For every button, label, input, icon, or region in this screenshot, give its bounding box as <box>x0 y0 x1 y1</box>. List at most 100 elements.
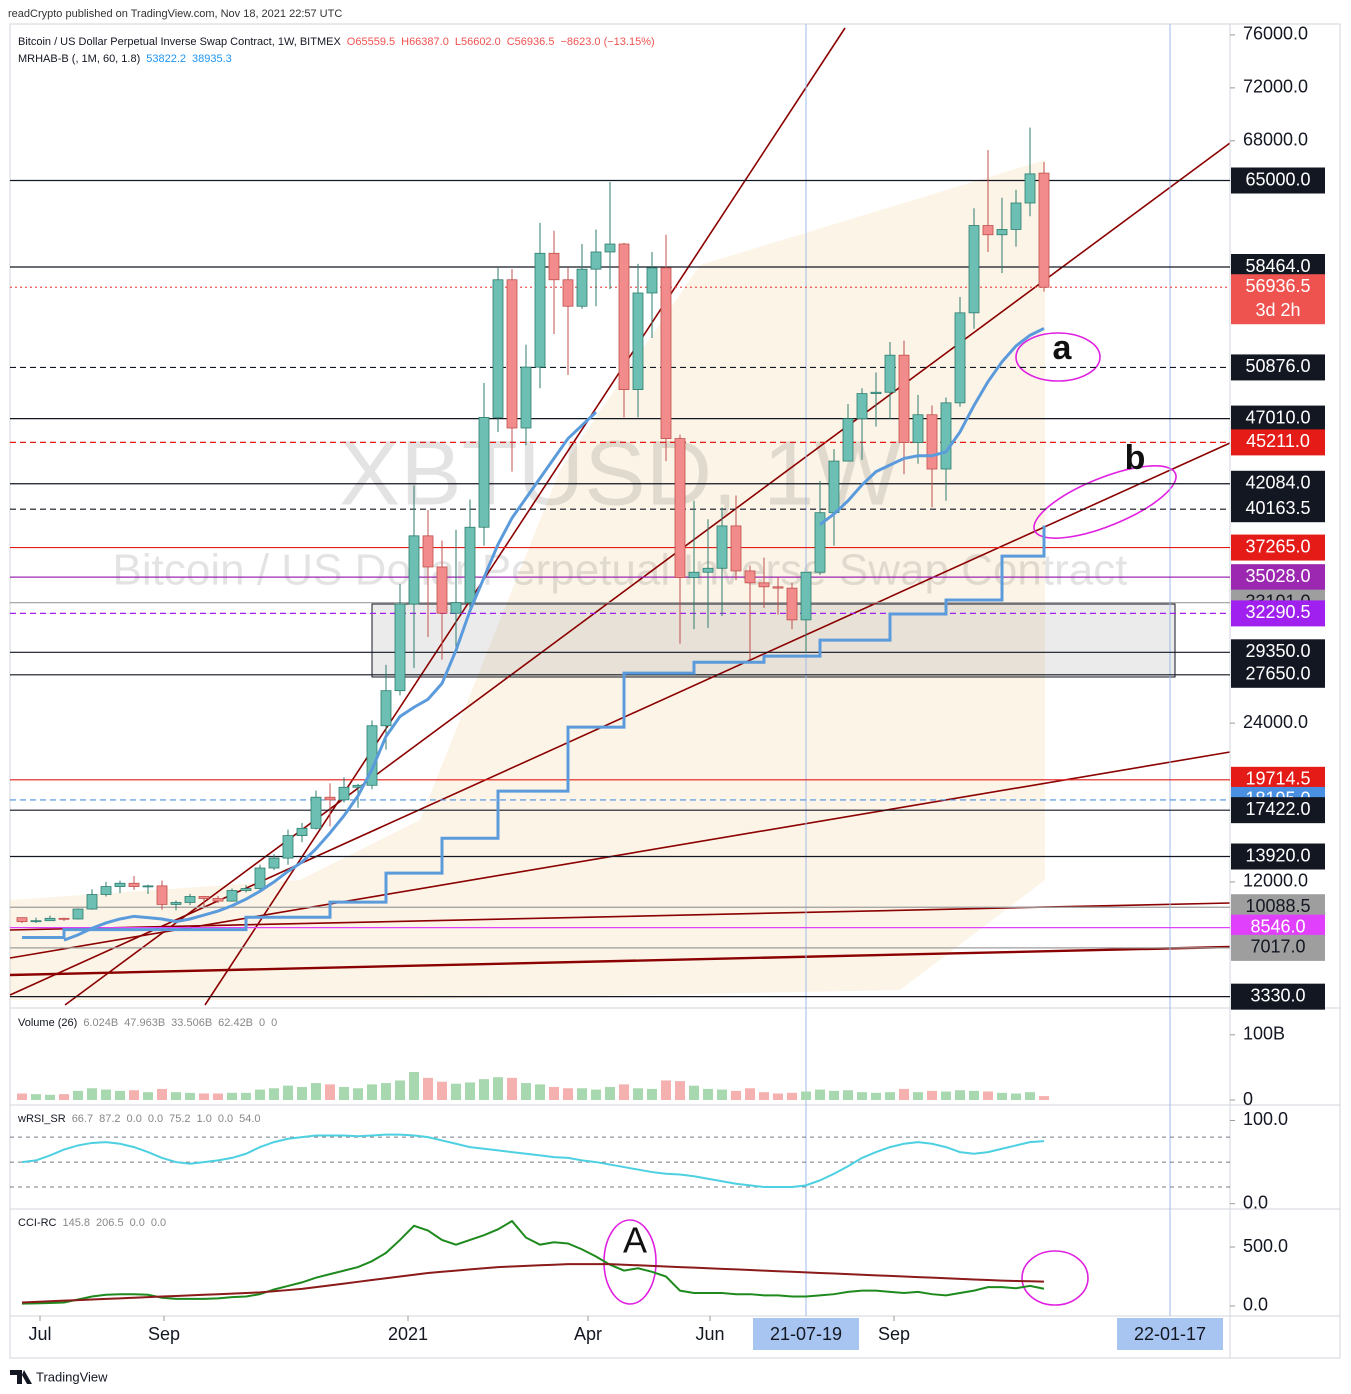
volume-bar <box>619 1084 629 1100</box>
price-label: 35028.0 <box>1245 566 1310 586</box>
candle-body <box>842 418 854 462</box>
candle-body <box>254 867 266 889</box>
candle-body <box>86 894 98 910</box>
volume-bar <box>983 1091 993 1100</box>
candle-body <box>744 570 756 584</box>
volume-bar <box>899 1088 909 1100</box>
volume-bar <box>871 1092 881 1100</box>
price-label-box <box>1231 274 1325 325</box>
volume-bar <box>633 1088 643 1100</box>
x-tick-label: Sep <box>878 1324 910 1344</box>
price-label: 58464.0 <box>1245 256 1310 276</box>
x-tick-label: 22-01-17 <box>1134 1324 1206 1344</box>
volume-bar <box>647 1088 657 1100</box>
volume-bar <box>913 1092 923 1100</box>
x-highlight-box <box>753 1318 859 1350</box>
price-label-box <box>1231 429 1325 456</box>
annotation: A <box>623 1220 647 1261</box>
volume-bar <box>227 1092 237 1100</box>
pane-legend: CCI-RC 145.8 206.5 0.0 0.0 <box>18 1217 166 1229</box>
price-label: 17422.0 <box>1245 799 1310 819</box>
trendline <box>204 27 846 1006</box>
trendline <box>9 751 1231 959</box>
ohlc-label: H66387.0 <box>401 36 449 48</box>
volume-bar <box>815 1089 825 1100</box>
footer-logo <box>10 1370 32 1384</box>
volume-bar <box>591 1089 601 1100</box>
candle-body <box>450 602 462 614</box>
pane-legend-value: 0.0 <box>148 1113 163 1125</box>
volume-bar <box>171 1092 181 1100</box>
volume-bar <box>255 1089 265 1100</box>
price-label-box <box>1231 600 1325 627</box>
candle-body <box>58 917 70 920</box>
candle-body <box>100 886 112 895</box>
candle-body <box>310 796 322 829</box>
volume-bar <box>157 1088 167 1100</box>
candle-body <box>982 225 994 236</box>
volume-bar <box>577 1088 587 1100</box>
price-label: 8546.0 <box>1250 916 1305 936</box>
volume-bar <box>87 1088 97 1100</box>
pane-legend-value: 145.8 <box>63 1217 91 1229</box>
candle-body <box>1010 202 1022 230</box>
price-label: 56936.5 <box>1245 276 1310 296</box>
volume-bar <box>675 1081 685 1100</box>
volume-bar <box>199 1093 209 1100</box>
candle-body <box>268 857 280 869</box>
pane-legend-value: 66.7 <box>72 1113 93 1125</box>
y-tick-label: 24000.0 <box>1243 712 1308 732</box>
volume-bar <box>549 1086 559 1100</box>
volume-bar <box>493 1077 503 1100</box>
price-label-box <box>1231 354 1325 381</box>
indicator-name: MRHAB-B (, 1M, 60, 1.8) <box>18 53 140 65</box>
pane-legend-value: 206.5 <box>96 1217 124 1229</box>
price-label: 3330.0 <box>1250 985 1305 1005</box>
price-label-box <box>1231 534 1325 561</box>
volume-bar <box>535 1084 545 1100</box>
pane-name: CCI-RC <box>18 1217 57 1229</box>
volume-bar <box>745 1088 755 1100</box>
candle-body <box>44 917 56 922</box>
price-label-box <box>1231 470 1325 497</box>
volume-bar <box>437 1081 447 1100</box>
volume-bar <box>507 1077 517 1100</box>
volume-bar <box>1011 1093 1021 1100</box>
indicator-line <box>63 327 1045 942</box>
candle-body <box>1024 173 1036 204</box>
candle-body <box>898 354 910 443</box>
candle-body <box>128 882 140 887</box>
volume-bar <box>101 1089 111 1100</box>
price-label: 47010.0 <box>1245 407 1310 427</box>
price-label: 27650.0 <box>1245 664 1310 684</box>
pane-legend-value: 0 <box>271 1017 277 1029</box>
candle-body <box>604 243 616 253</box>
candle-body <box>464 526 476 604</box>
chart-legend: Bitcoin / US Dollar Perpetual Inverse Sw… <box>18 36 655 48</box>
annotation-circles <box>603 332 1177 1306</box>
trendline <box>9 442 1231 996</box>
volume-bar <box>283 1085 293 1100</box>
pane-legend-value: 6.024B <box>83 1017 118 1029</box>
candle-body <box>520 366 532 429</box>
volume-bar <box>605 1086 615 1100</box>
candle-body <box>478 416 490 528</box>
band <box>10 160 1045 1000</box>
candle-body <box>576 268 588 307</box>
volume-bar <box>367 1084 377 1100</box>
watermark: XBTUSD, 1W <box>339 422 901 524</box>
ohlc-label: −8623.0 (−13.15%) <box>560 36 654 48</box>
volume-bar <box>31 1094 41 1100</box>
indicator-line <box>21 1263 1045 1304</box>
publisher: readCrypto published on TradingView.com,… <box>8 8 342 20</box>
pane-legend-value: 47.963B <box>124 1017 165 1029</box>
volume-bar <box>17 1093 27 1100</box>
watermark: Bitcoin / US Dollar Perpetual Inverse Sw… <box>113 546 1128 595</box>
candle-body <box>758 582 770 588</box>
pane-legend-value: 87.2 <box>99 1113 120 1125</box>
price-label: 10088.5 <box>1245 896 1310 916</box>
chart-title: Bitcoin / US Dollar Perpetual Inverse Sw… <box>18 36 341 48</box>
volume-bar <box>787 1092 797 1100</box>
volume-bar <box>381 1083 391 1100</box>
volume-bar <box>115 1090 125 1100</box>
